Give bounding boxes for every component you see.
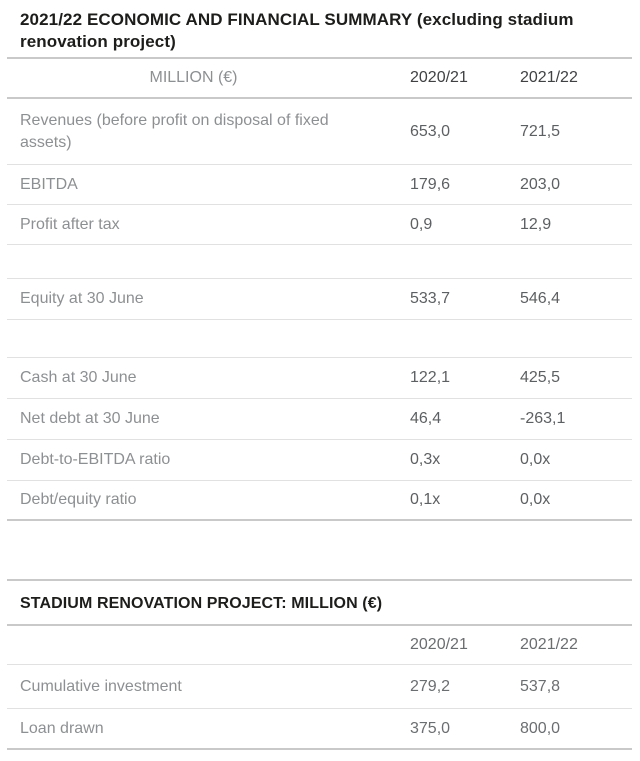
- value-2020-21: 122,1: [410, 369, 451, 386]
- row-label: Cash at 30 June: [20, 369, 137, 386]
- divider: [7, 579, 632, 581]
- table-row-ebitda: EBITDA 179,6 203,0: [7, 165, 632, 205]
- table-row-loan-drawn: Loan drawn 375,0 800,0: [7, 709, 632, 750]
- value-2020-21: 179,6: [410, 175, 451, 193]
- economic-summary-table: MILLION (€) 2020/21 2021/22 Revenues (be…: [7, 59, 632, 521]
- value-2020-21: 533,7: [410, 290, 451, 307]
- value-2020-21: 0,1x: [410, 491, 441, 508]
- value-2021-22: -263,1: [520, 410, 566, 427]
- row-label: Cumulative investment: [20, 677, 182, 695]
- row-label: Profit after tax: [20, 215, 120, 233]
- table-row-spacer: [7, 245, 632, 279]
- table-row-cash: Cash at 30 June 122,1 425,5: [7, 358, 632, 399]
- column-header-2021-22: 2021/22: [520, 69, 578, 86]
- row-label: Equity at 30 June: [20, 290, 144, 307]
- table-row-debt-to-ebitda: Debt-to-EBITDA ratio 0,3x 0,0x: [7, 440, 632, 481]
- row-label: Loan drawn: [20, 719, 104, 737]
- row-label: EBITDA: [20, 175, 78, 193]
- value-2021-22: 425,5: [520, 369, 561, 386]
- table-row-equity: Equity at 30 June 533,7 546,4: [7, 279, 632, 320]
- value-2021-22: 721,5: [520, 122, 561, 140]
- value-2021-22: 800,0: [520, 719, 561, 737]
- economic-summary-section: 2021/22 ECONOMIC AND FINANCIAL SUMMARY (…: [7, 10, 632, 521]
- row-label: Debt-to-EBITDA ratio: [20, 451, 171, 468]
- column-header-2020-21: 2020/21: [410, 69, 468, 86]
- table-row-spacer: [7, 320, 632, 358]
- value-2020-21: 0,3x: [410, 451, 441, 468]
- value-2021-22: 537,8: [520, 677, 561, 695]
- column-header-million-eur: MILLION (€): [149, 69, 238, 86]
- table-row-net-debt: Net debt at 30 June 46,4 -263,1: [7, 399, 632, 440]
- column-header-2020-21: 2020/21: [410, 636, 468, 653]
- value-2020-21: 375,0: [410, 719, 451, 737]
- table-header-row: 2020/21 2021/22: [7, 626, 632, 665]
- row-label: Net debt at 30 June: [20, 410, 160, 427]
- column-header-2021-22: 2021/22: [520, 636, 578, 653]
- value-2020-21: 653,0: [410, 122, 451, 140]
- value-2021-22: 546,4: [520, 290, 561, 307]
- economic-summary-title: 2021/22 ECONOMIC AND FINANCIAL SUMMARY (…: [20, 10, 574, 51]
- divider: [7, 57, 632, 59]
- table-row-revenues: Revenues (before profit on disposal of f…: [7, 99, 632, 165]
- value-2021-22: 0,0x: [520, 491, 551, 508]
- stadium-renovation-title: STADIUM RENOVATION PROJECT: MILLION (€): [20, 595, 383, 612]
- value-2020-21: 279,2: [410, 677, 451, 695]
- row-label: Debt/equity ratio: [20, 491, 137, 508]
- stadium-renovation-section: STADIUM RENOVATION PROJECT: MILLION (€) …: [0, 579, 640, 750]
- table-row-debt-equity: Debt/equity ratio 0,1x 0,0x: [7, 481, 632, 521]
- value-2021-22: 0,0x: [520, 451, 551, 468]
- stadium-renovation-table: 2020/21 2021/22 Cumulative investment 27…: [7, 626, 632, 750]
- value-2021-22: 203,0: [520, 175, 561, 193]
- divider: [7, 624, 632, 626]
- value-2020-21: 0,9: [410, 215, 433, 233]
- value-2020-21: 46,4: [410, 410, 442, 427]
- table-row-cumulative-investment: Cumulative investment 279,2 537,8: [7, 665, 632, 709]
- table-row-profit-after-tax: Profit after tax 0,9 12,9: [7, 205, 632, 245]
- table-header-row: MILLION (€) 2020/21 2021/22: [7, 59, 632, 99]
- section-spacer: [0, 521, 640, 579]
- value-2021-22: 12,9: [520, 215, 552, 233]
- row-label: Revenues (before profit on disposal of f…: [20, 111, 329, 151]
